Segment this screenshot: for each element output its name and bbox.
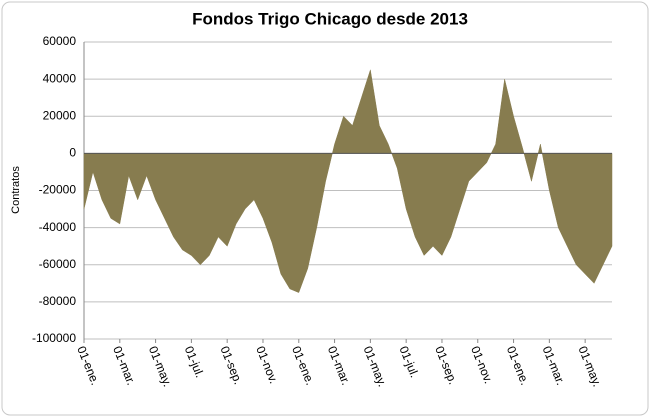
chart-title: Fondos Trigo Chicago desde 2013 bbox=[192, 9, 468, 28]
y-tick-label: -60000 bbox=[39, 257, 77, 271]
y-tick-label: 0 bbox=[69, 146, 76, 160]
y-tick-label: 60000 bbox=[43, 34, 77, 48]
y-tick-label: -20000 bbox=[39, 183, 77, 197]
y-tick-label: 40000 bbox=[43, 71, 77, 85]
y-tick-label: -80000 bbox=[39, 294, 77, 308]
y-tick-label: 20000 bbox=[43, 108, 77, 122]
y-axis-label: Contratos bbox=[10, 166, 22, 214]
y-tick-label: -100000 bbox=[32, 331, 76, 345]
area bbox=[83, 69, 613, 293]
y-tick-label: -40000 bbox=[39, 220, 77, 234]
